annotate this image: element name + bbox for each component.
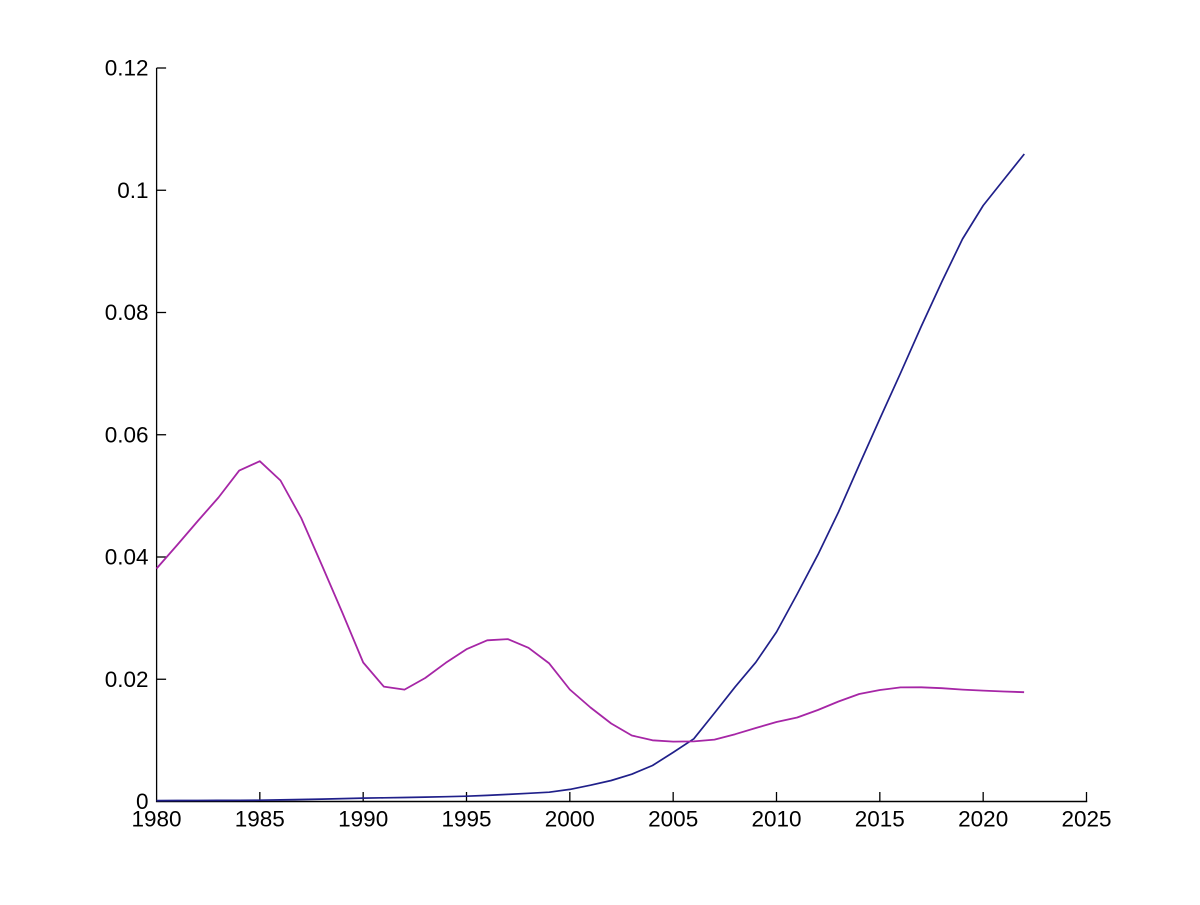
svg-text:2015: 2015	[855, 807, 905, 832]
svg-text:0.1: 0.1	[117, 178, 148, 203]
svg-text:2010: 2010	[751, 807, 801, 832]
svg-text:2005: 2005	[648, 807, 698, 832]
svg-text:0: 0	[136, 789, 149, 814]
svg-text:1980: 1980	[131, 807, 181, 832]
svg-text:1985: 1985	[235, 807, 285, 832]
svg-text:0.06: 0.06	[105, 422, 149, 447]
svg-text:1995: 1995	[441, 807, 491, 832]
svg-text:1990: 1990	[338, 807, 388, 832]
svg-text:2025: 2025	[1061, 807, 1111, 832]
svg-text:0.04: 0.04	[105, 545, 149, 570]
svg-text:2020: 2020	[958, 807, 1008, 832]
svg-text:0.02: 0.02	[105, 667, 149, 692]
svg-text:0.08: 0.08	[105, 300, 149, 325]
svg-text:2000: 2000	[545, 807, 595, 832]
svg-text:0.12: 0.12	[105, 56, 149, 81]
